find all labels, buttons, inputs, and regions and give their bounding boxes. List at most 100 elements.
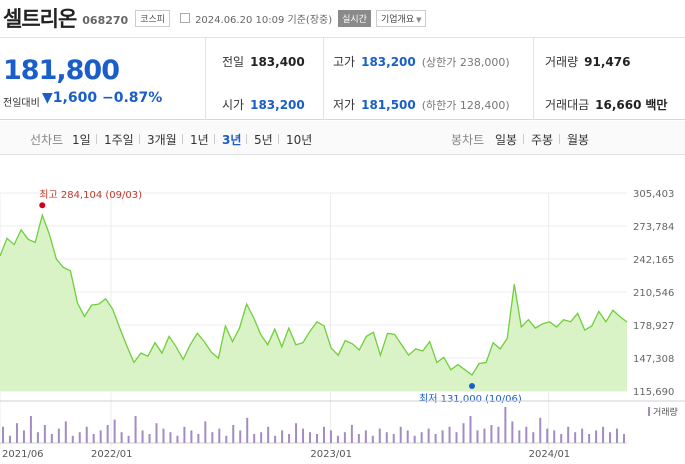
- volume-bar: [141, 430, 144, 443]
- line-chart-label: 선차트: [30, 133, 64, 147]
- chart-annotations: 최고 284,104 (09/03) 최저 131,000 (10/06): [39, 189, 522, 405]
- diff-percent: −0.87%: [102, 90, 163, 106]
- tab-weekly[interactable]: 주봉: [531, 133, 554, 147]
- volume-bar: [92, 434, 95, 443]
- volume-bar: [22, 430, 25, 443]
- chevron-down-icon: ▼: [416, 15, 422, 24]
- volume-bar: [434, 434, 437, 443]
- x-tick-label: 2024/01: [529, 449, 571, 460]
- volume-bar: [232, 425, 235, 443]
- tab-daily[interactable]: 일봉: [495, 133, 518, 147]
- divider: [533, 38, 534, 120]
- volume-bar: [29, 416, 32, 443]
- divider: [214, 134, 215, 144]
- stock-header: 셀트리온 068270 코스피 2024.06.20 10:09 기준(장중) …: [0, 0, 685, 36]
- chart-tabs: 선차트 1일 1주일 3개월 1년 3년 5년 10년 봉차트 일봉 주봉 월봉: [0, 121, 685, 155]
- volume-bar: [288, 434, 291, 443]
- low-annotation: 최저 131,000 (10/06): [419, 393, 522, 405]
- company-info-dropdown[interactable]: 기업개요 ▼: [375, 9, 427, 27]
- divider: [523, 134, 524, 144]
- volume-bar: [539, 417, 542, 443]
- volume-bar: [602, 426, 605, 443]
- divider: [246, 134, 247, 144]
- volume-bar: [343, 432, 346, 443]
- volume-bar: [267, 426, 270, 443]
- volume-bar: [406, 430, 409, 443]
- price-area: [0, 215, 627, 391]
- volume-bar: [225, 435, 228, 443]
- tab-5y[interactable]: 5년: [254, 133, 273, 147]
- volume-bar: [64, 421, 67, 443]
- volume-bar: [518, 430, 521, 443]
- y-tick-label: 242,165: [633, 255, 674, 266]
- volume-legend-icon: [648, 407, 650, 416]
- volume-bar: [315, 434, 318, 443]
- volume-bar: [36, 432, 39, 443]
- diff-label: 전일대비: [3, 98, 40, 109]
- price-chart[interactable]: 305,403 273,784 242,165 210,546 178,927 147,3…: [0, 155, 685, 464]
- volume-bar: [281, 430, 284, 443]
- tab-3y[interactable]: 3년: [222, 133, 242, 147]
- divider: [278, 134, 279, 144]
- x-tick-label: 2023/01: [310, 449, 352, 460]
- volume-bar: [553, 430, 556, 443]
- y-tick-label: 115,690: [633, 387, 674, 398]
- volume-bar: [490, 425, 493, 443]
- volume-bar: [567, 426, 570, 443]
- tab-1d[interactable]: 1일: [72, 133, 91, 147]
- volume-bar: [448, 426, 451, 443]
- y-tick-label: 305,403: [633, 189, 674, 200]
- volume-bars: 거래량: [0, 400, 685, 444]
- high-marker: [39, 202, 46, 209]
- divider: [96, 134, 97, 144]
- volume-bar: [595, 430, 598, 443]
- tab-10y[interactable]: 10년: [286, 133, 313, 147]
- volume-bar: [413, 435, 416, 443]
- volume-bar: [329, 430, 332, 443]
- y-axis-labels: 305,403 273,784 242,165 210,546 178,927 147,3…: [633, 189, 674, 398]
- tab-1y[interactable]: 1년: [190, 133, 209, 147]
- volume-bar: [127, 435, 130, 443]
- volume-bar: [176, 435, 179, 443]
- volume-bar: [253, 434, 256, 443]
- y-tick-label: 210,546: [633, 288, 674, 299]
- volume-bar: [532, 432, 535, 443]
- volume-bar: [57, 428, 60, 443]
- volume-bar: [525, 426, 528, 443]
- volume-bar: [8, 435, 11, 443]
- price-line: [0, 213, 628, 376]
- calendar-icon: [180, 13, 191, 23]
- volume-bar: [2, 426, 4, 443]
- tab-monthly[interactable]: 월봉: [567, 133, 590, 147]
- volume-bar: [134, 416, 137, 443]
- low-marker: [469, 383, 476, 390]
- realtime-badge[interactable]: 실시간: [338, 9, 371, 27]
- volume-bar: [211, 432, 214, 443]
- x-tick-label: 2021/06: [2, 449, 44, 460]
- volume-bar: [476, 430, 479, 443]
- volume-bar: [469, 416, 472, 443]
- volume-bar: [441, 430, 444, 443]
- volume-bar: [106, 425, 109, 443]
- volume-bar: [581, 428, 584, 443]
- volume-bar: [322, 426, 325, 443]
- volume-bar: [239, 430, 242, 443]
- low-price: 저가 181,500 (하한가 128,400): [333, 98, 510, 112]
- volume-bar: [455, 432, 458, 443]
- volume-bar: [588, 434, 591, 443]
- volume-bar: [148, 434, 151, 443]
- divider: [182, 134, 183, 144]
- volume-bar: [120, 432, 123, 443]
- tab-1w[interactable]: 1주일: [104, 133, 134, 147]
- volume-bar: [371, 435, 374, 443]
- volume-bar: [204, 421, 207, 443]
- volume-bar: [378, 428, 381, 443]
- divider: [205, 38, 206, 120]
- stock-code: 068270: [82, 13, 129, 27]
- y-tick-label: 147,308: [633, 354, 674, 365]
- tab-3m[interactable]: 3개월: [147, 133, 177, 147]
- y-tick-label: 273,784: [633, 222, 674, 233]
- volume-bar: [78, 432, 81, 443]
- volume-bar: [155, 423, 158, 443]
- volume-bar: [309, 432, 312, 443]
